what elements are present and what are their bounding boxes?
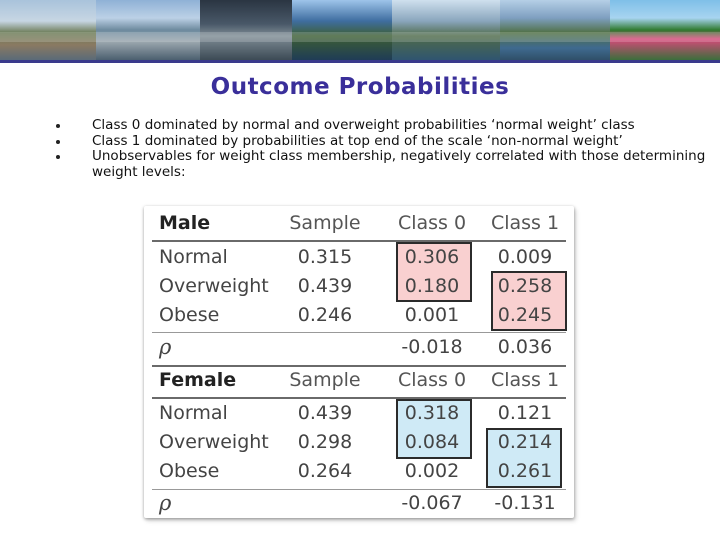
cell-class0: 0.318 [404,402,460,424]
bullet-dot [56,155,60,159]
cell-class0: 0.180 [404,275,460,297]
bullet-list: Class 0 dominated by normal and overweig… [56,117,706,180]
bullet-dot [56,124,60,128]
female-header-row: Female Sample Class 0 Class 1 [144,366,574,395]
male-rho-row: ρ -0.018 0.036 [144,333,574,362]
bullet-dot [56,139,60,144]
cell-class1: 0.214 [497,431,553,453]
header-class0: Class 0 [397,212,467,234]
row-label: Obese [159,460,220,482]
table-row: Obese 0.264 0.002 0.261 [144,457,574,486]
cell-class0: 0.002 [404,460,460,482]
bullet-item: Class 0 dominated by normal and overweig… [56,117,706,134]
cell-class0: -0.067 [401,492,463,514]
table-row: Normal 0.315 0.306 0.009 [144,243,574,272]
female-rho-row: ρ -0.067 -0.131 [144,489,574,518]
row-label: Obese [159,304,220,326]
banner-photo-lake-city [96,0,200,60]
cell-class0: 0.001 [404,304,460,326]
bullet-item: Unobservables for weight class membershi… [56,148,706,180]
cell-sample: 0.246 [297,304,353,326]
header-class1: Class 1 [490,369,560,391]
table-row: Obese 0.246 0.001 0.245 [144,301,574,330]
results-table: Male Sample Class 0 Class 1 Normal 0.315… [144,206,574,518]
female-class1-highlight [486,428,562,488]
cell-class0: 0.306 [404,246,460,268]
cell-sample: 0.298 [297,431,353,453]
banner-photo-lake-panorama [392,0,500,60]
header-class1: Class 1 [490,212,560,234]
cell-sample: 0.315 [297,246,353,268]
cell-sample [282,489,368,518]
cell-class1: 0.121 [497,402,553,424]
bullet-text: Class 1 dominated by probabilities at to… [92,132,623,149]
banner-photo-lakeside-town [0,0,96,60]
female-header-rule [152,397,566,399]
cell-class1: 0.009 [497,246,553,268]
cell-class0: -0.018 [401,336,463,358]
table-row: Overweight 0.439 0.180 0.258 [144,272,574,301]
banner-photo-lakefront-night [200,0,292,60]
male-header-row: Male Sample Class 0 Class 1 [144,209,574,238]
bullet-text: Class 0 dominated by normal and overweig… [92,117,635,133]
cell-sample: 0.439 [297,402,353,424]
rho-symbol: ρ [159,491,172,515]
female-class0-highlight [396,399,472,459]
row-label: Overweight [159,431,269,453]
bullet-item: Class 1 dominated by probabilities at to… [56,132,706,150]
male-class1-highlight [491,271,567,331]
header-sample: Sample [289,212,361,234]
male-header-rule [152,240,566,242]
photo-banner [0,0,720,63]
slide-title: Outcome Probabilities [210,74,510,100]
rho-symbol: ρ [159,335,172,359]
table-row: Normal 0.439 0.318 0.121 [144,399,574,428]
cell-class0: 0.084 [404,431,460,453]
bullet-text: Unobservables for weight class membershi… [92,148,706,180]
row-label: Normal [159,402,228,424]
header-sample: Sample [289,369,361,391]
banner-photo-lake-view [500,0,610,60]
cell-sample [282,333,368,362]
cell-sample: 0.264 [297,460,353,482]
table-row: Overweight 0.298 0.084 0.214 [144,428,574,457]
cell-sample: 0.439 [297,275,353,297]
female-rho-rule [152,489,566,490]
banner-photo-garden-lake [610,0,720,60]
banner-photo-lake-mountain [292,0,392,60]
section-rule [152,365,566,367]
female-header-label: Female [159,369,237,391]
cell-class1: -0.131 [494,492,556,514]
male-rho-rule [152,332,566,333]
header-class0: Class 0 [397,369,467,391]
male-class0-highlight [396,242,472,302]
cell-class1: 0.245 [497,304,553,326]
row-label: Normal [159,246,228,268]
row-label: Overweight [159,275,269,297]
cell-class1: 0.258 [497,275,553,297]
cell-class1: 0.036 [497,336,553,358]
cell-class1: 0.261 [497,460,553,482]
male-header-label: Male [159,212,211,234]
